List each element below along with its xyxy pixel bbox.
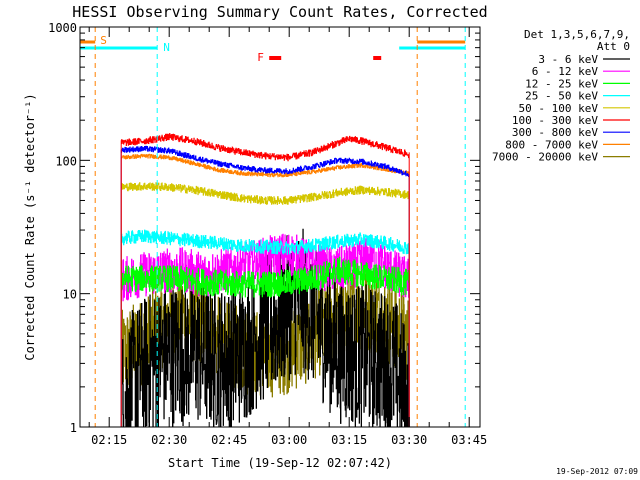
y-tick-label: 1	[70, 421, 77, 435]
saa-flag-label: S	[100, 34, 107, 47]
axes-layer: 1 10 100 1000 02:15 02:30 02:45 03:00 03:15 03:30…	[48, 21, 487, 447]
legend-label-2: 12 - 25 keV	[525, 77, 598, 90]
series-6-line	[120, 145, 410, 427]
legend-label-4: 50 - 100 keV	[519, 102, 599, 115]
y-tick-label: 10	[63, 288, 77, 302]
legend-label-5: 100 - 300 keV	[512, 114, 598, 127]
series-2-line	[120, 256, 410, 427]
legend-label-6: 300 - 800 keV	[512, 126, 598, 139]
y-tick-label: 100	[55, 154, 77, 168]
legend-title-line-2: Att 0	[597, 40, 630, 53]
series-layer	[120, 133, 410, 428]
x-axis-label: Start Time (19-Sep-12 02:07:42)	[168, 456, 392, 470]
legend-title-line-1: Det 1,3,5,6,7,9,	[524, 28, 630, 41]
legend-label-3: 25 - 50 keV	[525, 90, 598, 103]
series-3-line	[120, 229, 410, 427]
legend-label-8: 7000 - 20000 keV	[492, 151, 598, 164]
y-axis-label: Corrected Count Rate (s⁻¹ detector⁻¹)	[23, 93, 37, 360]
x-tick-label: 02:45	[211, 433, 247, 447]
flare-flag-label: F	[257, 51, 264, 64]
series-7-line	[120, 153, 410, 427]
x-tick-label: 02:15	[91, 433, 127, 447]
x-tick-label: 03:45	[451, 433, 487, 447]
y-tick-label: 1000	[48, 21, 77, 35]
night-flag-label: N	[163, 41, 170, 54]
series-0-line	[120, 228, 410, 428]
legend-label-0: 3 - 6 keV	[538, 53, 598, 66]
x-tick-label: 03:15	[331, 433, 367, 447]
chart-title: HESSI Observing Summary Count Rates, Cor…	[72, 3, 487, 21]
plot-frame	[79, 26, 481, 428]
flag-layer: S N F	[80, 27, 466, 427]
legend-label-1: 6 - 12 keV	[532, 65, 599, 78]
x-tick-label: 03:00	[271, 433, 307, 447]
series-5-line	[120, 133, 410, 427]
series-4-line	[120, 182, 410, 427]
x-tick-label: 03:30	[391, 433, 427, 447]
timestamp: 19-Sep-2012 07:09	[556, 467, 638, 476]
x-tick-label: 02:30	[151, 433, 187, 447]
legend-label-7: 800 - 7000 keV	[505, 138, 598, 151]
